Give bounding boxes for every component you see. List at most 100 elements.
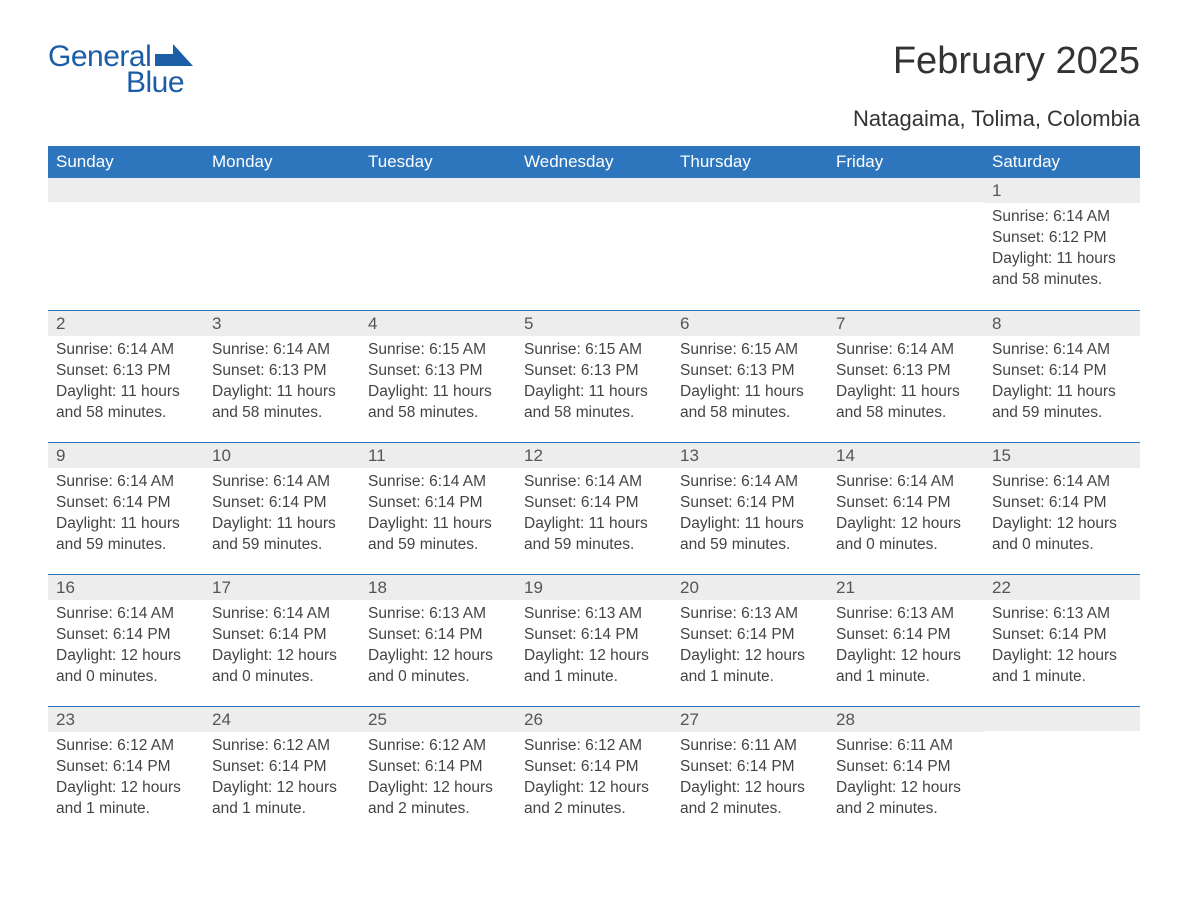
- day-number: 9: [48, 443, 204, 468]
- day-name: Saturday: [984, 146, 1140, 178]
- daylight-text: Daylight: 11 hours and 59 minutes.: [524, 514, 664, 556]
- day-number: 6: [672, 311, 828, 336]
- daylight-text: Daylight: 12 hours and 1 minute.: [212, 778, 352, 820]
- logo: General Blue: [48, 40, 193, 100]
- day-number: [672, 178, 828, 202]
- sunset-text: Sunset: 6:14 PM: [836, 493, 976, 514]
- day-details: Sunrise: 6:13 AMSunset: 6:14 PMDaylight:…: [828, 600, 984, 688]
- sunset-text: Sunset: 6:14 PM: [524, 757, 664, 778]
- sunset-text: Sunset: 6:14 PM: [56, 493, 196, 514]
- day-number: 26: [516, 707, 672, 732]
- sunset-text: Sunset: 6:14 PM: [680, 757, 820, 778]
- sunrise-text: Sunrise: 6:15 AM: [368, 340, 508, 361]
- calendar-cell: 24Sunrise: 6:12 AMSunset: 6:14 PMDayligh…: [204, 707, 360, 820]
- sunset-text: Sunset: 6:14 PM: [524, 625, 664, 646]
- calendar-cell: 22Sunrise: 6:13 AMSunset: 6:14 PMDayligh…: [984, 575, 1140, 688]
- sunrise-text: Sunrise: 6:14 AM: [56, 472, 196, 493]
- calendar-cell: 13Sunrise: 6:14 AMSunset: 6:14 PMDayligh…: [672, 443, 828, 556]
- daylight-text: Daylight: 12 hours and 2 minutes.: [524, 778, 664, 820]
- daylight-text: Daylight: 12 hours and 1 minute.: [992, 646, 1132, 688]
- day-number: 23: [48, 707, 204, 732]
- calendar-cell: [672, 178, 828, 292]
- calendar-cell: 18Sunrise: 6:13 AMSunset: 6:14 PMDayligh…: [360, 575, 516, 688]
- day-number: 15: [984, 443, 1140, 468]
- day-details: [828, 202, 984, 206]
- sunrise-text: Sunrise: 6:14 AM: [56, 604, 196, 625]
- sunset-text: Sunset: 6:12 PM: [992, 228, 1132, 249]
- daylight-text: Daylight: 12 hours and 2 minutes.: [836, 778, 976, 820]
- sunset-text: Sunset: 6:14 PM: [992, 361, 1132, 382]
- day-number: [48, 178, 204, 202]
- day-details: Sunrise: 6:15 AMSunset: 6:13 PMDaylight:…: [360, 336, 516, 424]
- calendar-cell: 14Sunrise: 6:14 AMSunset: 6:14 PMDayligh…: [828, 443, 984, 556]
- day-details: Sunrise: 6:11 AMSunset: 6:14 PMDaylight:…: [672, 732, 828, 820]
- sunset-text: Sunset: 6:13 PM: [836, 361, 976, 382]
- calendar-cell: 21Sunrise: 6:13 AMSunset: 6:14 PMDayligh…: [828, 575, 984, 688]
- calendar-cell: 11Sunrise: 6:14 AMSunset: 6:14 PMDayligh…: [360, 443, 516, 556]
- day-details: Sunrise: 6:14 AMSunset: 6:12 PMDaylight:…: [984, 203, 1140, 291]
- day-number: 2: [48, 311, 204, 336]
- day-details: Sunrise: 6:14 AMSunset: 6:14 PMDaylight:…: [48, 600, 204, 688]
- calendar-cell: 17Sunrise: 6:14 AMSunset: 6:14 PMDayligh…: [204, 575, 360, 688]
- daylight-text: Daylight: 12 hours and 0 minutes.: [368, 646, 508, 688]
- calendar-cell: 5Sunrise: 6:15 AMSunset: 6:13 PMDaylight…: [516, 311, 672, 424]
- day-details: Sunrise: 6:14 AMSunset: 6:14 PMDaylight:…: [204, 600, 360, 688]
- daylight-text: Daylight: 12 hours and 1 minute.: [836, 646, 976, 688]
- sunrise-text: Sunrise: 6:12 AM: [56, 736, 196, 757]
- calendar-cell: 6Sunrise: 6:15 AMSunset: 6:13 PMDaylight…: [672, 311, 828, 424]
- calendar-cell: 20Sunrise: 6:13 AMSunset: 6:14 PMDayligh…: [672, 575, 828, 688]
- calendar-cell: 10Sunrise: 6:14 AMSunset: 6:14 PMDayligh…: [204, 443, 360, 556]
- day-details: Sunrise: 6:13 AMSunset: 6:14 PMDaylight:…: [984, 600, 1140, 688]
- sunrise-text: Sunrise: 6:14 AM: [836, 472, 976, 493]
- day-details: Sunrise: 6:14 AMSunset: 6:13 PMDaylight:…: [48, 336, 204, 424]
- day-number: 27: [672, 707, 828, 732]
- sunrise-text: Sunrise: 6:14 AM: [836, 340, 976, 361]
- daylight-text: Daylight: 12 hours and 2 minutes.: [680, 778, 820, 820]
- daylight-text: Daylight: 11 hours and 59 minutes.: [212, 514, 352, 556]
- day-name: Sunday: [48, 146, 204, 178]
- day-details: Sunrise: 6:14 AMSunset: 6:14 PMDaylight:…: [204, 468, 360, 556]
- daylight-text: Daylight: 12 hours and 0 minutes.: [992, 514, 1132, 556]
- sunset-text: Sunset: 6:14 PM: [56, 625, 196, 646]
- day-name: Wednesday: [516, 146, 672, 178]
- day-number: 28: [828, 707, 984, 732]
- day-number: [516, 178, 672, 202]
- day-details: Sunrise: 6:15 AMSunset: 6:13 PMDaylight:…: [672, 336, 828, 424]
- sunrise-text: Sunrise: 6:13 AM: [368, 604, 508, 625]
- sunset-text: Sunset: 6:14 PM: [992, 625, 1132, 646]
- day-name: Tuesday: [360, 146, 516, 178]
- day-details: Sunrise: 6:14 AMSunset: 6:13 PMDaylight:…: [828, 336, 984, 424]
- day-details: Sunrise: 6:12 AMSunset: 6:14 PMDaylight:…: [360, 732, 516, 820]
- location-subtitle: Natagaima, Tolima, Colombia: [48, 106, 1140, 132]
- day-number: 24: [204, 707, 360, 732]
- day-number: 8: [984, 311, 1140, 336]
- sunrise-text: Sunrise: 6:14 AM: [212, 604, 352, 625]
- calendar-week: 9Sunrise: 6:14 AMSunset: 6:14 PMDaylight…: [48, 442, 1140, 574]
- sunrise-text: Sunrise: 6:12 AM: [368, 736, 508, 757]
- day-name: Friday: [828, 146, 984, 178]
- header: General Blue February 2025: [48, 40, 1140, 100]
- sunrise-text: Sunrise: 6:13 AM: [992, 604, 1132, 625]
- calendar-cell: 7Sunrise: 6:14 AMSunset: 6:13 PMDaylight…: [828, 311, 984, 424]
- calendar-cell: [828, 178, 984, 292]
- daylight-text: Daylight: 11 hours and 58 minutes.: [212, 382, 352, 424]
- day-number: [360, 178, 516, 202]
- day-number: 11: [360, 443, 516, 468]
- sunrise-text: Sunrise: 6:14 AM: [368, 472, 508, 493]
- daylight-text: Daylight: 11 hours and 58 minutes.: [524, 382, 664, 424]
- daylight-text: Daylight: 11 hours and 59 minutes.: [368, 514, 508, 556]
- sunset-text: Sunset: 6:14 PM: [680, 493, 820, 514]
- sunrise-text: Sunrise: 6:15 AM: [680, 340, 820, 361]
- day-details: [672, 202, 828, 206]
- calendar-cell: 25Sunrise: 6:12 AMSunset: 6:14 PMDayligh…: [360, 707, 516, 820]
- daylight-text: Daylight: 11 hours and 58 minutes.: [368, 382, 508, 424]
- day-number: 14: [828, 443, 984, 468]
- sunset-text: Sunset: 6:14 PM: [56, 757, 196, 778]
- sunrise-text: Sunrise: 6:13 AM: [836, 604, 976, 625]
- day-number: 12: [516, 443, 672, 468]
- day-details: Sunrise: 6:14 AMSunset: 6:14 PMDaylight:…: [360, 468, 516, 556]
- day-details: Sunrise: 6:14 AMSunset: 6:13 PMDaylight:…: [204, 336, 360, 424]
- day-details: Sunrise: 6:12 AMSunset: 6:14 PMDaylight:…: [204, 732, 360, 820]
- day-number: 22: [984, 575, 1140, 600]
- daylight-text: Daylight: 12 hours and 1 minute.: [524, 646, 664, 688]
